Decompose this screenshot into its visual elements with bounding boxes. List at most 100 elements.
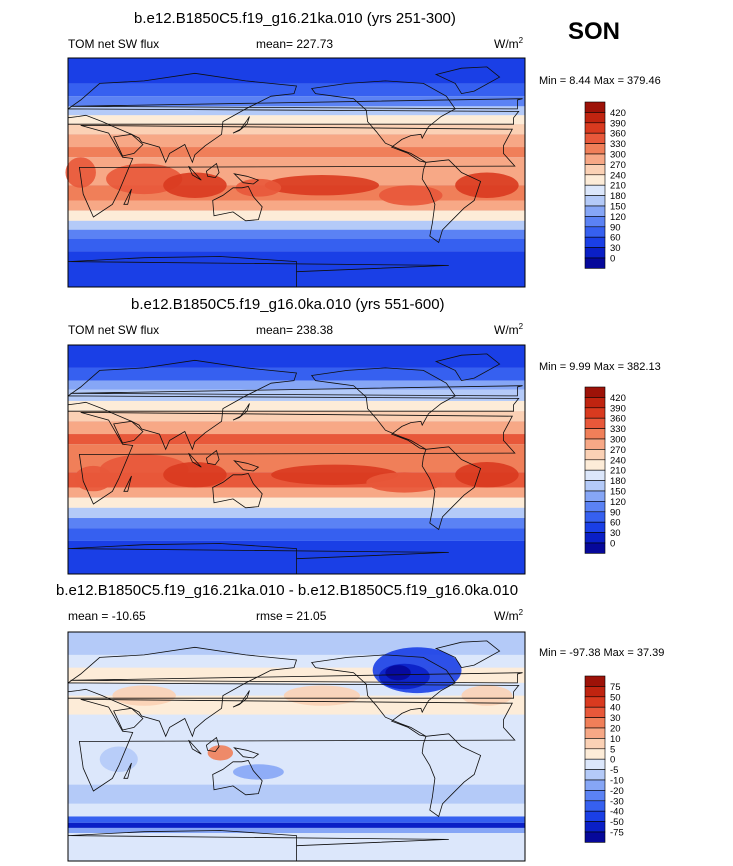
- coastline: [123, 188, 132, 205]
- field-blob: [65, 157, 96, 188]
- coastline: [233, 460, 260, 472]
- colorbar-tick-label: 90: [610, 507, 621, 518]
- zonal-band: [68, 714, 525, 734]
- colorbar-tick-label: 90: [610, 222, 621, 233]
- zonal-band: [68, 134, 525, 148]
- colorbar-tick-label: 180: [610, 476, 626, 487]
- colorbar-box: [584, 800, 606, 812]
- panel3-title: b.e12.B1850C5.f19_g16.21ka.010 - b.e12.B…: [56, 582, 519, 599]
- coastline: [123, 762, 132, 779]
- colorbar-box: [584, 469, 606, 481]
- coastline: [434, 640, 501, 669]
- colorbar-box: [584, 132, 606, 144]
- colorbar-tick-label: 30: [610, 528, 621, 539]
- colorbar-box: [584, 226, 606, 238]
- zonal-band: [68, 421, 525, 435]
- colorbar-box: [584, 164, 606, 176]
- coastline: [123, 475, 132, 492]
- panel2-minmax: Min = 9.99 Max = 382.13: [539, 361, 661, 373]
- zonal-band: [68, 518, 525, 529]
- colorbar-tick-label: 360: [610, 129, 626, 140]
- colorbar-box: [584, 779, 606, 791]
- colorbar-box: [584, 459, 606, 471]
- colorbar-tick-label: -20: [610, 786, 624, 797]
- colorbar-tick-label: 300: [610, 435, 626, 446]
- colorbar-box: [584, 174, 606, 186]
- coastline: [232, 116, 250, 134]
- field-blob: [112, 685, 176, 706]
- coastline: [113, 707, 144, 731]
- map-frame: [67, 631, 526, 862]
- zonal-band: [68, 434, 525, 445]
- field-blob: [366, 472, 443, 493]
- coastline: [212, 760, 263, 796]
- panel3-units: W/m2: [494, 608, 524, 623]
- coastline: [421, 446, 482, 531]
- colorbar-tick-label: 420: [610, 393, 626, 404]
- colorbar-box: [584, 521, 606, 533]
- colorbar-box: [584, 717, 606, 729]
- colorbar-tick-label: 390: [610, 403, 626, 414]
- field-blob: [106, 163, 183, 195]
- panel2-title: b.e12.B1850C5.f19_g16.0ka.010 (yrs 551-6…: [131, 296, 445, 313]
- coastline: [232, 403, 250, 421]
- colorbar-tick-label: 420: [610, 108, 626, 119]
- coastline: [70, 98, 523, 110]
- field-blob: [163, 172, 227, 198]
- colorbar-box: [584, 386, 606, 398]
- panel3-map: [67, 631, 526, 862]
- zonal-band: [68, 759, 525, 785]
- zonal-band: [68, 816, 525, 823]
- colorbar-tick-label: 240: [610, 455, 626, 466]
- zonal-band: [68, 487, 525, 498]
- zonal-band: [68, 411, 525, 422]
- colorbar-box: [584, 501, 606, 513]
- coastline: [188, 452, 202, 468]
- colorbar-tick-label: -10: [610, 776, 624, 787]
- field-blob: [283, 685, 360, 706]
- colorbar-tick-label: 180: [610, 191, 626, 202]
- coastline: [70, 672, 523, 684]
- coastline: [78, 125, 516, 218]
- colorbar-box: [584, 490, 606, 502]
- zonal-band: [68, 96, 525, 107]
- coastline: [233, 747, 260, 759]
- colorbar-box: [584, 195, 606, 207]
- colorbar-box: [584, 101, 606, 113]
- colorbar-box: [584, 397, 606, 409]
- zonal-band: [68, 200, 525, 211]
- colorbar-box: [584, 532, 606, 544]
- colorbar-tick-label: 210: [610, 181, 626, 192]
- field-blob: [163, 462, 227, 488]
- colorbar-tick-label: 0: [610, 539, 615, 550]
- coastline: [434, 353, 501, 382]
- colorbar-tick-label: 210: [610, 466, 626, 477]
- colorbar-box: [584, 247, 606, 259]
- colorbar-tick-label: 60: [610, 518, 621, 529]
- coastline: [113, 420, 144, 444]
- colorbar-tick-label: 120: [610, 212, 626, 223]
- field-blob: [385, 665, 411, 681]
- field-blob: [233, 764, 284, 780]
- field-blob: [207, 745, 234, 761]
- panel1-units: W/m2: [494, 36, 524, 51]
- coastline: [310, 367, 456, 450]
- panel2-mean-label: mean= 238.38: [256, 323, 334, 337]
- zonal-band: [68, 507, 525, 519]
- colorbar-box: [584, 449, 606, 461]
- panel2-map: [67, 344, 526, 575]
- colorbar-tick-label: 30: [610, 713, 621, 724]
- colorbar-tick-label: 390: [610, 118, 626, 129]
- colorbar-box: [584, 821, 606, 833]
- colorbar-box: [584, 790, 606, 802]
- colorbar-box: [584, 216, 606, 228]
- colorbar-box: [584, 428, 606, 440]
- colorbar-tick-label: 10: [610, 734, 621, 745]
- coastline: [205, 736, 220, 753]
- colorbar-box: [584, 480, 606, 492]
- colorbar-tick-label: 330: [610, 424, 626, 435]
- colorbar-tick-label: 5: [610, 744, 615, 755]
- colorbar-tick-label: 30: [610, 243, 621, 254]
- colorbar-tick-label: 20: [610, 724, 621, 735]
